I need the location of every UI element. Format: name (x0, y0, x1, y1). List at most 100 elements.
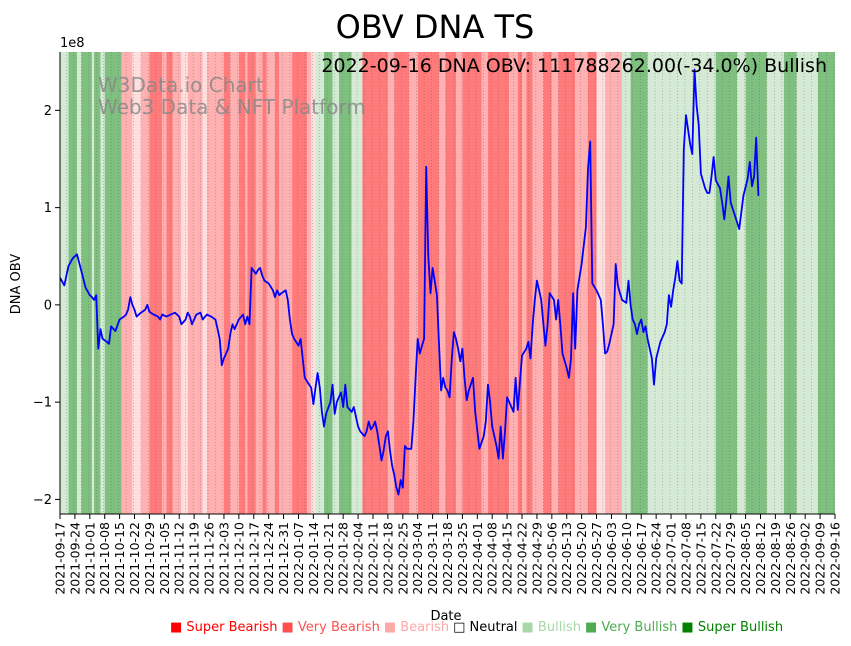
x-tick-label: 2022-07-15 (693, 522, 708, 595)
background-bands (60, 52, 835, 514)
band-very-bullish (104, 52, 122, 514)
band-very-bearish (517, 52, 523, 514)
band-very-bearish (558, 52, 576, 514)
x-tick-label: 2022-01-21 (321, 522, 336, 595)
x-axis-label: Date (430, 609, 461, 624)
band-very-bullish (324, 52, 333, 514)
x-tick-label: 2022-03-04 (410, 522, 425, 595)
x-tick-label: 2021-10-29 (142, 522, 157, 595)
x-tick-label: 2022-03-25 (455, 522, 470, 595)
x-tick-label: 2021-12-31 (276, 522, 291, 595)
x-tick-label: 2022-01-28 (336, 522, 351, 595)
chart-annotation: 2022-09-16 DNA OBV: 111788262.00(-34.0%)… (321, 55, 827, 77)
band-very-bearish (417, 52, 439, 514)
x-tick-label: 2022-08-12 (753, 522, 768, 595)
band-very-bearish (262, 52, 267, 514)
y-axis-label: DNA OBV (9, 254, 24, 315)
x-tick-label: 2022-04-08 (485, 522, 500, 595)
band-bullish (91, 52, 95, 514)
band-very-bearish (223, 52, 231, 514)
band-bullish (796, 52, 818, 514)
legend: ■ Super Bearish ■ Very Bearish ■ Bearish □ … (170, 620, 787, 635)
x-tick-label: 2021-09-24 (67, 522, 82, 595)
legend-item-bearish: ■ Bearish (383, 620, 450, 635)
band-very-bullish (745, 52, 767, 514)
legend-item-super-bearish: ■ Super Bearish (170, 620, 278, 635)
x-tick-label: 2022-04-22 (515, 522, 530, 595)
band-very-bearish (526, 52, 533, 514)
band-neutral (132, 52, 141, 514)
x-tick-label: 2021-10-08 (97, 522, 112, 595)
x-tick-label: 2022-07-08 (678, 522, 693, 595)
band-very-bullish (715, 52, 738, 514)
x-tick-label: 2021-12-24 (261, 522, 276, 595)
band-bearish (140, 52, 150, 514)
y-tick-label: 1 (44, 201, 52, 216)
band-bullish (332, 52, 339, 514)
band-bearish (162, 52, 167, 514)
band-bearish (409, 52, 418, 514)
band-bearish (187, 52, 197, 514)
x-tick-label: 2022-03-11 (425, 522, 440, 595)
x-tick-label: 2021-10-22 (127, 522, 142, 595)
band-bearish (306, 52, 312, 514)
band-neutral (202, 52, 207, 514)
band-very-bearish (543, 52, 552, 514)
x-tick-label: 2021-10-15 (112, 522, 127, 595)
watermark-line-2: Web3 Data & NFT Platform (98, 95, 366, 119)
x-tick-label: 2022-06-10 (619, 522, 634, 595)
x-tick-label: 2022-05-20 (574, 522, 589, 595)
band-bearish (196, 52, 203, 514)
x-tick-label: 2022-02-25 (395, 522, 410, 595)
legend-item-neutral: □ Neutral (453, 620, 518, 635)
x-tick-label: 2022-06-17 (634, 522, 649, 595)
band-bearish (481, 52, 488, 514)
chart-title: OBV DNA TS (336, 8, 535, 46)
band-bullish (622, 52, 631, 514)
y-axis-multiplier: 1e8 (60, 36, 85, 51)
band-bearish (456, 52, 463, 514)
x-tick-label: 2022-04-29 (529, 522, 544, 595)
x-tick-label: 2021-12-10 (231, 522, 246, 595)
x-tick-label: 2022-03-18 (440, 522, 455, 595)
band-neutral (181, 52, 188, 514)
x-tick-label: 2022-08-26 (783, 522, 798, 595)
band-bearish (255, 52, 263, 514)
band-very-bearish (362, 52, 388, 514)
band-very-bearish (238, 52, 246, 514)
band-very-bearish (292, 52, 307, 514)
band-very-bullish (94, 52, 101, 514)
legend-item-very-bullish: ■ Very Bullish (584, 620, 678, 635)
x-tick-label: 2021-12-03 (216, 522, 231, 595)
band-very-bearish (275, 52, 280, 514)
x-tick-label: 2022-08-05 (738, 522, 753, 595)
band-bearish (605, 52, 623, 514)
watermark-line-1: W3Data.io Chart (98, 73, 264, 97)
x-tick-label: 2022-05-06 (544, 522, 559, 595)
x-tick-label: 2022-05-27 (589, 522, 604, 595)
legend-item-very-bearish: ■ Very Bearish (281, 620, 380, 635)
band-bullish (100, 52, 105, 514)
x-tick-label: 2021-09-17 (53, 522, 68, 595)
band-bearish (121, 52, 133, 514)
x-tick-label: 2022-05-13 (559, 522, 574, 595)
x-tick-label: 2022-04-01 (470, 522, 485, 595)
x-tick-label: 2021-11-05 (157, 522, 172, 595)
y-tick-label: −2 (33, 493, 52, 508)
x-tick-label: 2022-07-22 (708, 522, 723, 595)
series-layer (59, 68, 760, 496)
band-bearish (438, 52, 446, 514)
band-very-bearish (445, 52, 457, 514)
band-neutral (596, 52, 606, 514)
x-tick-label: 2021-11-12 (172, 522, 187, 595)
band-very-bearish (166, 52, 173, 514)
y-tick-label: 2 (44, 104, 52, 119)
x-tick-label: 2021-12-17 (246, 522, 261, 595)
band-very-bullish (783, 52, 797, 514)
x-tick-label: 2022-06-03 (604, 522, 619, 595)
x-tick-label: 2021-10-01 (82, 522, 97, 595)
band-bearish (279, 52, 293, 514)
x-tick-label: 2022-07-29 (723, 522, 738, 595)
x-tick-label: 2022-07-01 (664, 522, 679, 595)
